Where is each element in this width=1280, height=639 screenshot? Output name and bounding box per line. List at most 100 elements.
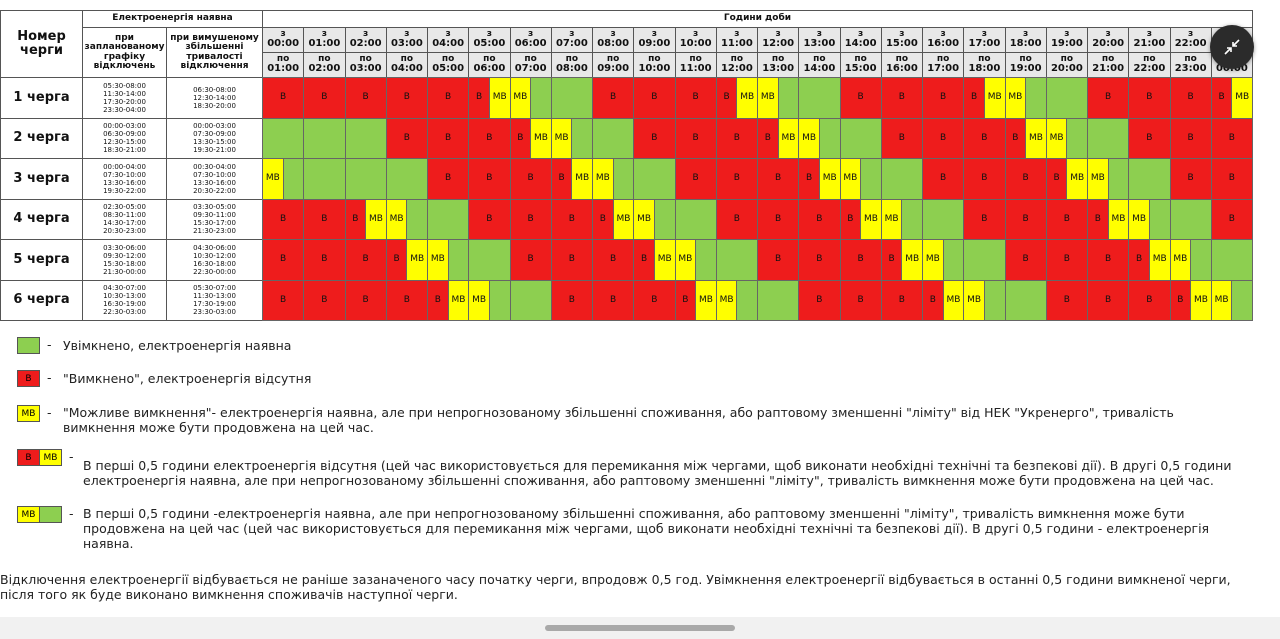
from-prefix: з [280, 29, 286, 40]
hour-cell: В [344, 198, 367, 240]
hour-cell [880, 158, 923, 200]
hour-from-time: 10:00 [679, 38, 712, 50]
from-prefix: з [651, 29, 657, 40]
hour-cell: МВ [963, 279, 985, 321]
hour-from-time: 07:00 [555, 38, 588, 50]
time-range: 11:30-14:00 [103, 89, 146, 98]
hour-to-time: 11:00 [679, 63, 712, 75]
hour-cell: В [550, 239, 593, 281]
time-range: 23:30-04:00 [103, 105, 146, 114]
hour-from: з 15:00 [880, 27, 923, 53]
hour-to-time: 09:00 [597, 63, 630, 75]
hour-to: по 12:00 [715, 52, 758, 78]
hour-cell [653, 198, 676, 240]
queue-header: Номер черги [0, 10, 83, 78]
from-prefix: з [858, 29, 864, 40]
hour-from-time: 21:00 [1133, 38, 1166, 50]
hour-cell: В [1045, 239, 1088, 281]
time-range: 17:30-20:00 [103, 97, 146, 106]
time-range: 20:30-22:00 [193, 186, 236, 195]
hour-to: по 06:00 [468, 52, 511, 78]
available-header: Електроенергія наявна [82, 10, 263, 28]
time-range: 00:00-03:00 [103, 122, 146, 131]
hour-cell [571, 117, 593, 159]
hour-from: з 03:00 [385, 27, 428, 53]
from-prefix: з [1023, 29, 1029, 40]
time-range: 13:30-15:00 [193, 138, 236, 147]
from-prefix: з [610, 29, 616, 40]
hour-from: з 12:00 [757, 27, 800, 53]
time-range: 03:30-05:00 [193, 203, 236, 212]
hour-to: по 22:00 [1128, 52, 1171, 78]
hour-cell: В [1169, 117, 1212, 159]
planned-times: 05:30-08:00 11:30-14:00 17:30-20:00 23:30-0… [82, 77, 167, 119]
hour-cell: В [1004, 158, 1047, 200]
hour-from-time: 14:00 [844, 38, 877, 50]
hour-cell: В [468, 198, 511, 240]
legend-swatch: В [17, 449, 40, 466]
hour-cell: В [509, 158, 552, 200]
hour-from: з 11:00 [715, 27, 758, 53]
from-prefix: з [981, 29, 987, 40]
time-range: 23:30-03:00 [193, 308, 236, 317]
hour-cell: МВ [860, 198, 882, 240]
hour-from: з 21:00 [1128, 27, 1171, 53]
from-prefix: з [363, 29, 369, 40]
to-prefix: по [400, 54, 414, 65]
hour-cell: МВ [550, 117, 573, 159]
time-range: 05:30-07:00 [193, 284, 236, 293]
hour-cell: В [262, 198, 305, 240]
hour-cell [922, 198, 965, 240]
hour-cell: В [1128, 77, 1171, 119]
hour-to-time: 16:00 [885, 63, 918, 75]
hour-cell: В [344, 239, 387, 281]
to-prefix: по [483, 54, 496, 65]
hour-cell [1128, 158, 1171, 200]
from-prefix: з [445, 29, 451, 40]
home-indicator[interactable] [545, 625, 735, 631]
time-range: 19:30-22:00 [103, 186, 146, 195]
hour-cell: МВ [818, 158, 841, 200]
hour-cell: В [262, 279, 305, 321]
to-prefix: по [359, 54, 372, 65]
hour-cell: МВ [674, 239, 697, 281]
hour-cell: В [509, 239, 552, 281]
hour-cell [385, 158, 428, 200]
hour-cell: В [385, 279, 428, 321]
hour-cell [1148, 198, 1171, 240]
hour-to-time: 02:00 [308, 63, 341, 75]
hour-to-time: 19:00 [1009, 63, 1042, 75]
hour-to-time: 23:00 [1174, 63, 1207, 75]
hour-from: з 06:00 [509, 27, 552, 53]
hour-cell: МВ [509, 77, 532, 119]
hour-cell: В [262, 239, 305, 281]
hour-cell: В [922, 158, 965, 200]
hour-from: з 19:00 [1045, 27, 1088, 53]
hour-cell: В [715, 198, 758, 240]
hour-to: по 08:00 [550, 52, 593, 78]
time-range: 04:30-07:00 [103, 284, 146, 293]
hour-to-time: 07:00 [514, 63, 547, 75]
legend-swatch [39, 506, 62, 523]
collapse-button[interactable] [1210, 25, 1254, 69]
time-range: 21:30-00:00 [103, 267, 146, 276]
hour-cell: В [385, 77, 428, 119]
hour-cell: В [1045, 198, 1088, 240]
legend-text: "Можливе вимкнення"- електроенергія наяв… [63, 405, 1174, 435]
hour-from-time: 16:00 [927, 38, 960, 50]
legend-separator: - [69, 449, 74, 464]
hour-cell: МВ [468, 279, 490, 321]
hour-to: по 14:00 [798, 52, 841, 78]
hour-cell: В [880, 239, 903, 281]
from-prefix: з [1064, 29, 1070, 40]
legend-swatch: В [17, 370, 40, 387]
hour-to-time: 06:00 [473, 63, 506, 75]
hour-to-time: 01:00 [267, 63, 300, 75]
to-prefix: по [318, 54, 331, 65]
time-range: 06:30-09:00 [103, 130, 146, 139]
hour-cell: В [1210, 77, 1233, 119]
time-range: 11:30-13:00 [193, 292, 236, 301]
hour-cell: В [963, 198, 1006, 240]
hour-cell: МВ [901, 239, 923, 281]
hour-cell [262, 117, 305, 159]
